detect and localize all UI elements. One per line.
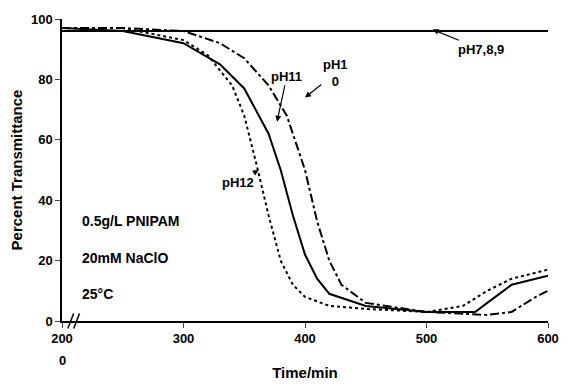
svg-text:400: 400 — [294, 331, 316, 346]
svg-text:0: 0 — [59, 353, 66, 368]
svg-text:pH11: pH11 — [271, 69, 302, 84]
svg-text:80: 80 — [38, 72, 52, 87]
svg-text:Percent Transmittance: Percent Transmittance — [8, 90, 25, 251]
svg-text:20: 20 — [38, 253, 52, 268]
svg-text:60: 60 — [38, 132, 52, 147]
svg-text:600: 600 — [537, 331, 559, 346]
svg-text:300: 300 — [173, 331, 195, 346]
svg-text:Time/min: Time/min — [272, 364, 338, 381]
svg-text:0: 0 — [45, 314, 52, 329]
svg-text:0.5g/L PNIPAM: 0.5g/L PNIPAM — [82, 213, 180, 229]
svg-text:pH7,8,9: pH7,8,9 — [458, 42, 504, 57]
svg-text:pH12: pH12 — [222, 175, 254, 190]
svg-text:pH10: pH10 — [323, 57, 348, 89]
svg-text:200: 200 — [51, 331, 73, 346]
svg-text:100: 100 — [31, 12, 53, 27]
svg-text:40: 40 — [38, 193, 52, 208]
svg-text:25°C: 25°C — [82, 286, 113, 302]
svg-text:20mM NaClO: 20mM NaClO — [82, 250, 168, 266]
svg-text:500: 500 — [416, 331, 438, 346]
